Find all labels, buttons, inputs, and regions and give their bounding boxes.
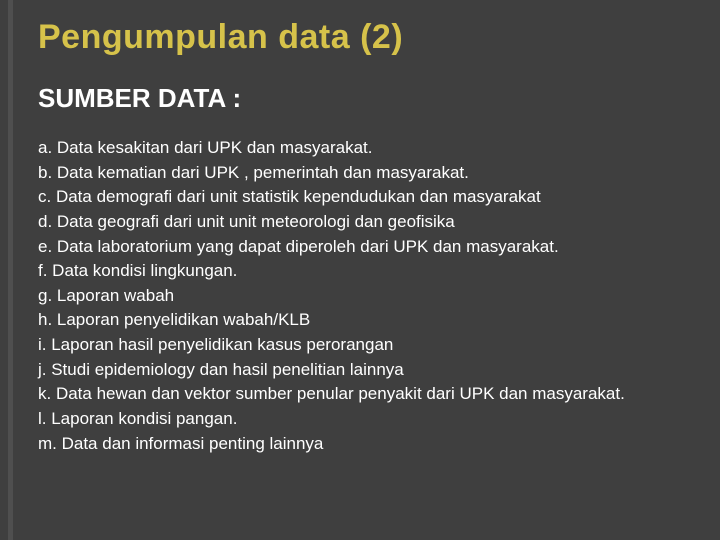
data-source-list: a. Data kesakitan dari UPK dan masyaraka…: [38, 136, 690, 456]
list-item: c. Data demografi dari unit statistik ke…: [38, 185, 690, 210]
list-item: f. Data kondisi lingkungan.: [38, 259, 690, 284]
slide: Pengumpulan data (2) SUMBER DATA : a. Da…: [0, 0, 720, 540]
list-item: i. Laporan hasil penyelidikan kasus pero…: [38, 333, 690, 358]
list-item: m. Data dan informasi penting lainnya: [38, 432, 690, 457]
list-item: h. Laporan penyelidikan wabah/KLB: [38, 308, 690, 333]
list-item: a. Data kesakitan dari UPK dan masyaraka…: [38, 136, 690, 161]
list-item: l. Laporan kondisi pangan.: [38, 407, 690, 432]
list-item: g. Laporan wabah: [38, 284, 690, 309]
accent-bar: [8, 0, 13, 540]
slide-title: Pengumpulan data (2): [38, 18, 690, 57]
list-item: d. Data geografi dari unit unit meteorol…: [38, 210, 690, 235]
list-item: e. Data laboratorium yang dapat diperole…: [38, 235, 690, 260]
list-item: b. Data kematian dari UPK , pemerintah d…: [38, 161, 690, 186]
list-item: j. Studi epidemiology dan hasil peneliti…: [38, 358, 690, 383]
slide-subtitle: SUMBER DATA :: [38, 83, 690, 114]
list-item: k. Data hewan dan vektor sumber penular …: [38, 382, 690, 407]
